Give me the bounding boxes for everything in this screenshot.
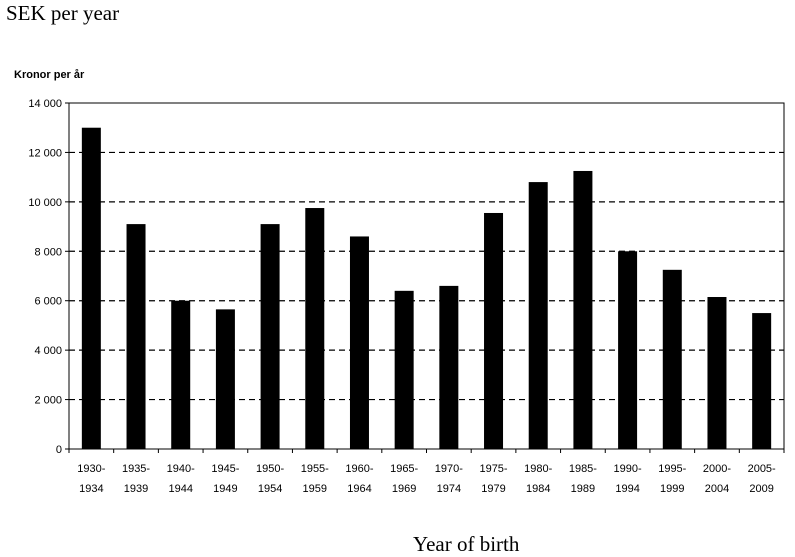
- x-tick-label: 1964: [347, 483, 371, 495]
- x-tick-label: 2004: [705, 483, 729, 495]
- x-tick-label: 1990-: [614, 463, 642, 475]
- x-tick-label: 1975-: [479, 463, 507, 475]
- y-tick-label: 6 000: [34, 296, 62, 308]
- y-tick-labels: 0 2 000 4 000 6 000 8 000 10 000 12 000 14 000: [28, 98, 62, 456]
- x-axis-title: Year of birth: [413, 532, 520, 556]
- x-tick-label: 1989: [571, 483, 595, 495]
- x-tick-label: 1984: [526, 483, 550, 495]
- x-tick-label: 1930-: [77, 463, 105, 475]
- bar: [439, 285, 459, 449]
- x-tick-label: 1960-: [345, 463, 373, 475]
- bar: [394, 290, 414, 449]
- y-tick-label: 2 000: [34, 395, 62, 407]
- x-tick-label: 1954: [258, 483, 282, 495]
- bar: [126, 224, 146, 449]
- y-tick-label: 8 000: [34, 246, 62, 258]
- x-tick-label: 1980-: [524, 463, 552, 475]
- bar: [81, 127, 101, 449]
- x-tick-label: 1999: [660, 483, 684, 495]
- units-label: Kronor per år: [14, 69, 85, 81]
- x-tick-label: 1969: [392, 483, 416, 495]
- y-tick-label: 4 000: [34, 345, 62, 357]
- bar: [707, 297, 727, 449]
- bar: [662, 269, 682, 449]
- x-tick-label: 1940-: [167, 463, 195, 475]
- x-tick-label: 1939: [124, 483, 148, 495]
- y-tick-label: 10 000: [28, 197, 62, 209]
- y-tick-label: 14 000: [28, 98, 62, 110]
- x-tick-label: 1945-: [211, 463, 239, 475]
- bar: [260, 224, 280, 449]
- x-tick-label: 1944: [168, 483, 192, 495]
- x-tick-label: 1955-: [301, 463, 329, 475]
- x-tick-label: 1974: [437, 483, 461, 495]
- x-tick-label: 1970-: [435, 463, 463, 475]
- bar: [171, 300, 191, 449]
- x-tick-label: 2009: [749, 483, 773, 495]
- x-tick-label: 2005-: [748, 463, 776, 475]
- bar: [752, 313, 772, 449]
- x-tick-label: 1979: [481, 483, 505, 495]
- x-tick-labels: 1930- 1934 1935- 1939 1940- 1944 1945- 1949 1950…: [77, 463, 776, 495]
- x-tick-label: 1949: [213, 483, 237, 495]
- plot-frame: [65, 102, 785, 453]
- x-tick-label: 1995-: [658, 463, 686, 475]
- x-tick-label: 1985-: [569, 463, 597, 475]
- y-axis-title: SEK per year: [6, 1, 120, 25]
- bar: [484, 212, 504, 449]
- bar: [349, 236, 369, 449]
- x-tick-label: 1950-: [256, 463, 284, 475]
- x-tick-label: 1965-: [390, 463, 418, 475]
- bar: [573, 170, 593, 449]
- y-tick-label: 0: [56, 444, 62, 456]
- bar: [215, 309, 235, 449]
- x-tick-label: 1934: [79, 483, 103, 495]
- x-tick-label: 1959: [303, 483, 327, 495]
- bar: [305, 208, 325, 449]
- bar: [618, 251, 638, 449]
- x-tick-label: 2000-: [703, 463, 731, 475]
- x-tick-label: 1935-: [122, 463, 150, 475]
- bars: [81, 127, 772, 450]
- x-tick-label: 1994: [615, 483, 639, 495]
- y-tick-label: 12 000: [28, 147, 62, 159]
- bar: [528, 182, 548, 450]
